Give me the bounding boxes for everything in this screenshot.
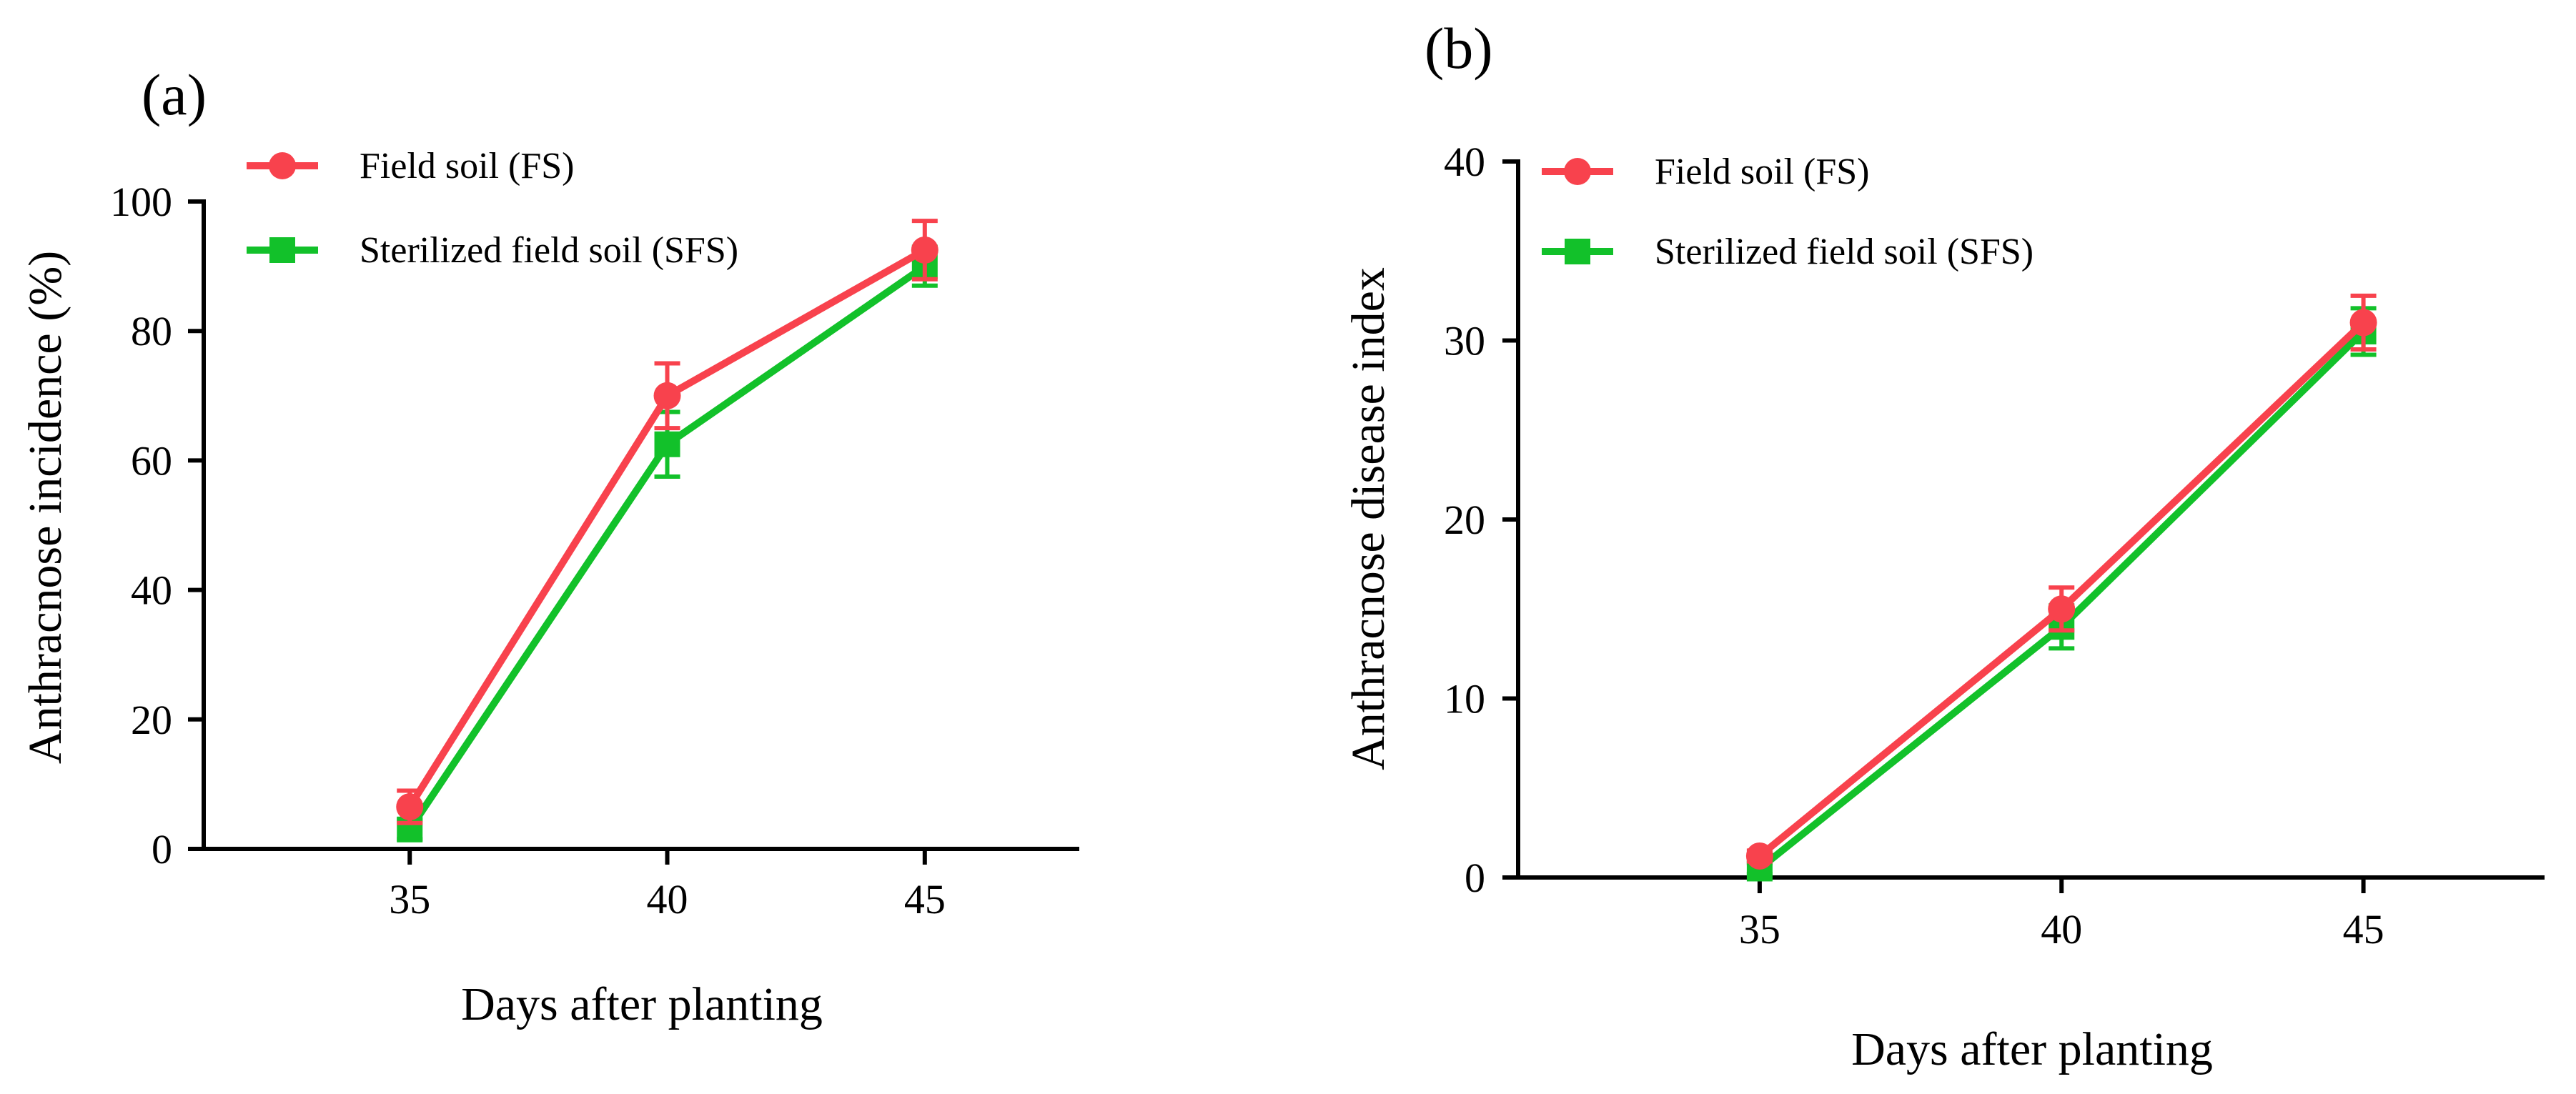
- panel-a-series-fs: [396, 219, 938, 825]
- panel-a-point-sfs: [654, 431, 680, 457]
- panel-a-legend-item-sfs: Sterilized field soil (SFS): [247, 230, 738, 271]
- panel-a-y-tick-label: 100: [110, 179, 172, 225]
- panel-a-x-tick-label: 45: [904, 876, 946, 923]
- panel-b-y-axis-title: Anthracnose disease index: [1342, 267, 1394, 770]
- panel-b-x-axis-title: Days after planting: [1851, 1023, 2213, 1075]
- panel-b-point-fs: [2349, 309, 2377, 337]
- panel-b-x-tick-label: 45: [2343, 906, 2384, 953]
- panel-b-legend-item-sfs: Sterilized field soil (SFS): [1542, 232, 2033, 272]
- panel-b-series-fs: [1745, 293, 2377, 870]
- panel-b-x-tick-label: 35: [1739, 906, 1780, 953]
- panel-b-legend-marker-fs: [1564, 158, 1591, 185]
- panel-b-legend-marker-sfs: [1565, 239, 1590, 264]
- panel-a-y-tick-label: 80: [131, 308, 172, 354]
- panel-a-y-tick-label: 60: [131, 437, 172, 484]
- panel-a-series-sfs: [397, 244, 938, 842]
- panel-b-x-tick-label: 40: [2041, 906, 2082, 953]
- panel-a-legend-marker-sfs: [269, 237, 295, 263]
- panel-b-axes: 0 10 20 30 40 35 40 45: [1444, 139, 2545, 953]
- panel-a-point-fs: [911, 236, 938, 264]
- panel-a-point-fs: [653, 382, 681, 409]
- panel-a-axes: 0 20 40 60 80 100 35 40 45: [110, 179, 1079, 923]
- panel-a-y-axis-title: Anthracnose incidence (%): [19, 251, 71, 764]
- panel-b-point-fs: [2048, 595, 2076, 623]
- panel-b-y-tick-label: 40: [1444, 139, 1485, 185]
- panel-a-line-sfs: [406, 262, 928, 833]
- panel-b-legend-label-fs: Field soil (FS): [1655, 151, 1870, 192]
- panel-a-y-tick-label: 40: [131, 567, 172, 614]
- panel-a-series: [396, 219, 938, 842]
- panel-b-legend: Field soil (FS) Sterilized field soil (SF…: [1542, 151, 2033, 272]
- panel-a-incidence-chart: (a) Anthracnose incidence (%) Days after…: [19, 62, 1079, 1030]
- panel-b-y-tick-label: 20: [1444, 497, 1485, 543]
- panel-a-y-tick-label: 20: [131, 697, 172, 743]
- panel-b-series: [1745, 293, 2377, 882]
- panel-a-x-tick-label: 35: [389, 876, 430, 923]
- panel-a-label: (a): [142, 62, 207, 127]
- panel-b-point-fs: [1745, 842, 1773, 870]
- panel-b-y-tick-label: 10: [1444, 676, 1485, 722]
- panel-b-legend-item-fs: Field soil (FS): [1542, 151, 1870, 192]
- panel-b-disease-index-chart: (b) Anthracnose disease index Days after…: [1342, 16, 2545, 1075]
- panel-a-legend-item-fs: Field soil (FS): [247, 146, 575, 187]
- panel-a-legend-label-sfs: Sterilized field soil (SFS): [360, 230, 738, 271]
- panel-b-y-tick-label: 0: [1465, 855, 1485, 901]
- panel-b-label: (b): [1425, 16, 1493, 81]
- panel-a-line-fs: [406, 246, 928, 811]
- panel-a-legend-marker-fs: [269, 152, 296, 179]
- panel-a-point-fs: [396, 793, 424, 821]
- panel-a-legend-label-fs: Field soil (FS): [360, 146, 575, 187]
- panel-a-y-tick-label: 0: [152, 826, 172, 872]
- panel-b-legend-label-sfs: Sterilized field soil (SFS): [1655, 232, 2033, 272]
- panel-a-x-axis-title: Days after planting: [461, 978, 823, 1030]
- panel-a-x-tick-label: 40: [647, 876, 688, 923]
- panel-a-legend: Field soil (FS) Sterilized field soil (SF…: [247, 146, 738, 271]
- panel-b-y-tick-label: 30: [1444, 318, 1485, 364]
